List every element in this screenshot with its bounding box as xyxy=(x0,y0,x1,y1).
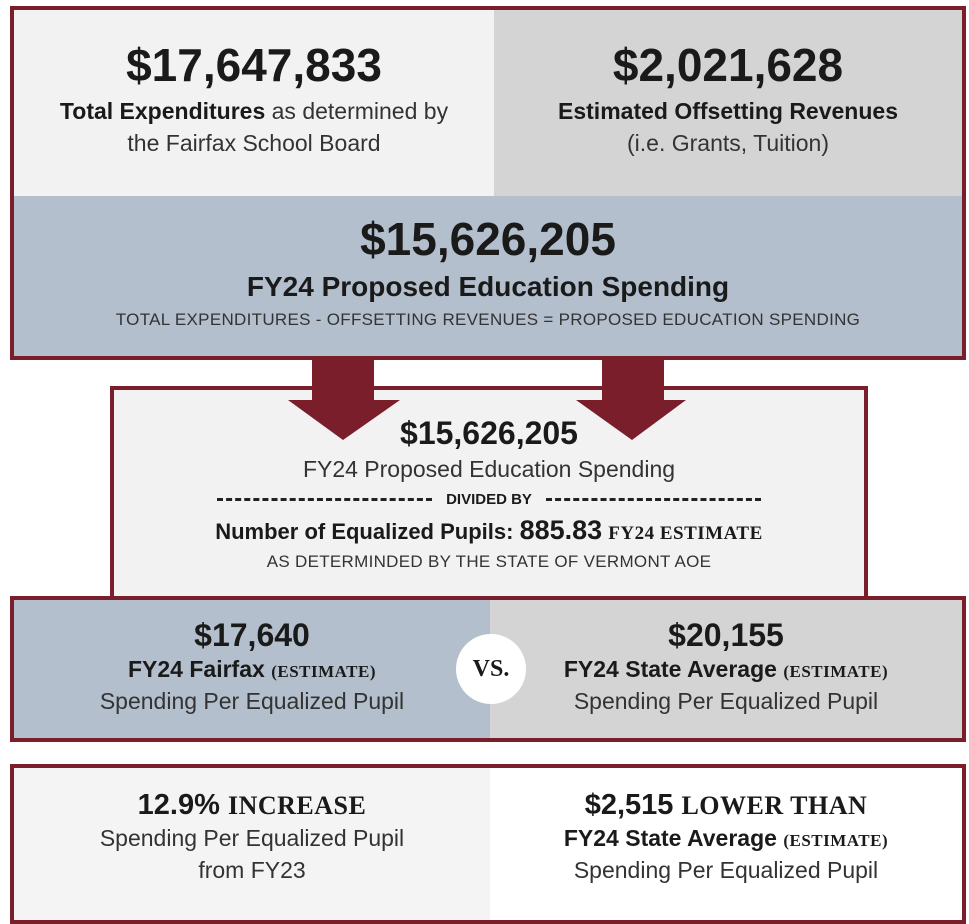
label: FY24 Fairfax (ESTIMATE) xyxy=(14,653,490,685)
arrow xyxy=(576,356,686,440)
label-bold: Total Expenditures xyxy=(59,97,266,124)
label: FY24 Proposed Education Spending xyxy=(246,270,730,302)
label: FY24 State Average (ESTIMATE) xyxy=(490,653,962,685)
amount-note: LOWER THAN xyxy=(681,791,868,820)
line-bold: FY24 State Average xyxy=(563,824,777,851)
label-rest: as determined by xyxy=(271,97,449,124)
amount: $15,626,205 xyxy=(360,213,616,265)
label: Total Expenditures as determined by xyxy=(14,95,494,127)
label-note: (ESTIMATE) xyxy=(271,662,376,682)
vs-badge: VS. xyxy=(456,634,526,704)
amount-value: 12.9% xyxy=(137,789,220,821)
label: FY24 Proposed Education Spending xyxy=(302,456,676,483)
amount-value: $2,515 xyxy=(584,789,674,821)
formula: TOTAL EXPENDITURES - OFFSETTING REVENUES… xyxy=(115,309,861,329)
label-bold: Estimated Offsetting Revenues xyxy=(558,97,898,124)
pupils-value: 885.83 xyxy=(519,515,603,546)
fairfax-panel: $17,640 FY24 Fairfax (ESTIMATE) Spending… xyxy=(14,600,490,738)
arrows xyxy=(288,356,686,440)
label-line: (i.e. Grants, Tuition) xyxy=(627,129,829,156)
amount: $2,515 LOWER THAN xyxy=(490,789,962,822)
label-line: the Fairfax School Board xyxy=(127,129,381,156)
state-panel: $20,155 FY24 State Average (ESTIMATE) Sp… xyxy=(490,600,962,738)
pupils-note: FY24 ESTIMATE xyxy=(608,523,763,545)
proposed-panel: $15,626,205 FY24 Proposed Education Spen… xyxy=(14,196,962,356)
label-line: Spending Per Equalized Pupil xyxy=(573,688,879,715)
expenditures-panel: $17,647,833 Total Expenditures as determ… xyxy=(14,10,494,196)
pupils: Number of Equalized Pupils: 885.83 FY24 … xyxy=(114,515,864,546)
amount: 12.9% INCREASE xyxy=(14,789,490,822)
amount: $2,021,628 xyxy=(612,39,844,91)
line: FY24 State Average (ESTIMATE) xyxy=(490,822,962,854)
increase-panel: 12.9% INCREASE Spending Per Equalized Pu… xyxy=(14,768,490,920)
label-note: (ESTIMATE) xyxy=(783,662,889,682)
amount: $15,626,205 xyxy=(400,415,578,451)
amount-note: INCREASE xyxy=(227,791,367,820)
label-bold: FY24 State Average xyxy=(563,656,777,683)
pupils-label: Number of Equalized Pupils: xyxy=(215,519,514,545)
divider: DIVIDED BY xyxy=(114,487,864,511)
amount: $17,647,833 xyxy=(126,39,382,91)
line: Spending Per Equalized Pupil xyxy=(573,857,879,884)
dash-line xyxy=(545,497,761,501)
amount: $20,155 xyxy=(668,617,784,653)
source: AS DETERMINDED BY THE STATE OF VERMONT A… xyxy=(266,552,712,572)
division-box: $15,626,205 FY24 Proposed Education Spen… xyxy=(110,386,868,601)
results-box: 12.9% INCREASE Spending Per Equalized Pu… xyxy=(10,764,966,924)
label-bold: FY24 Fairfax xyxy=(128,656,265,683)
line: from FY23 xyxy=(198,857,306,884)
lower-panel: $2,515 LOWER THAN FY24 State Average (ES… xyxy=(490,768,962,920)
amount: $17,640 xyxy=(194,617,310,653)
line: Spending Per Equalized Pupil xyxy=(99,824,405,851)
divider-text: DIVIDED BY xyxy=(446,490,532,508)
dash-line xyxy=(217,497,433,501)
label-line: Spending Per Equalized Pupil xyxy=(99,688,405,715)
arrow xyxy=(288,356,400,440)
comparison-box: $17,640 FY24 Fairfax (ESTIMATE) Spending… xyxy=(10,596,966,742)
page: $17,647,833 Total Expenditures as determ… xyxy=(10,6,966,924)
line-note: (ESTIMATE) xyxy=(783,830,889,850)
budget-box: $17,647,833 Total Expenditures as determ… xyxy=(10,6,966,360)
revenues-panel: $2,021,628 Estimated Offsetting Revenues… xyxy=(494,10,962,196)
